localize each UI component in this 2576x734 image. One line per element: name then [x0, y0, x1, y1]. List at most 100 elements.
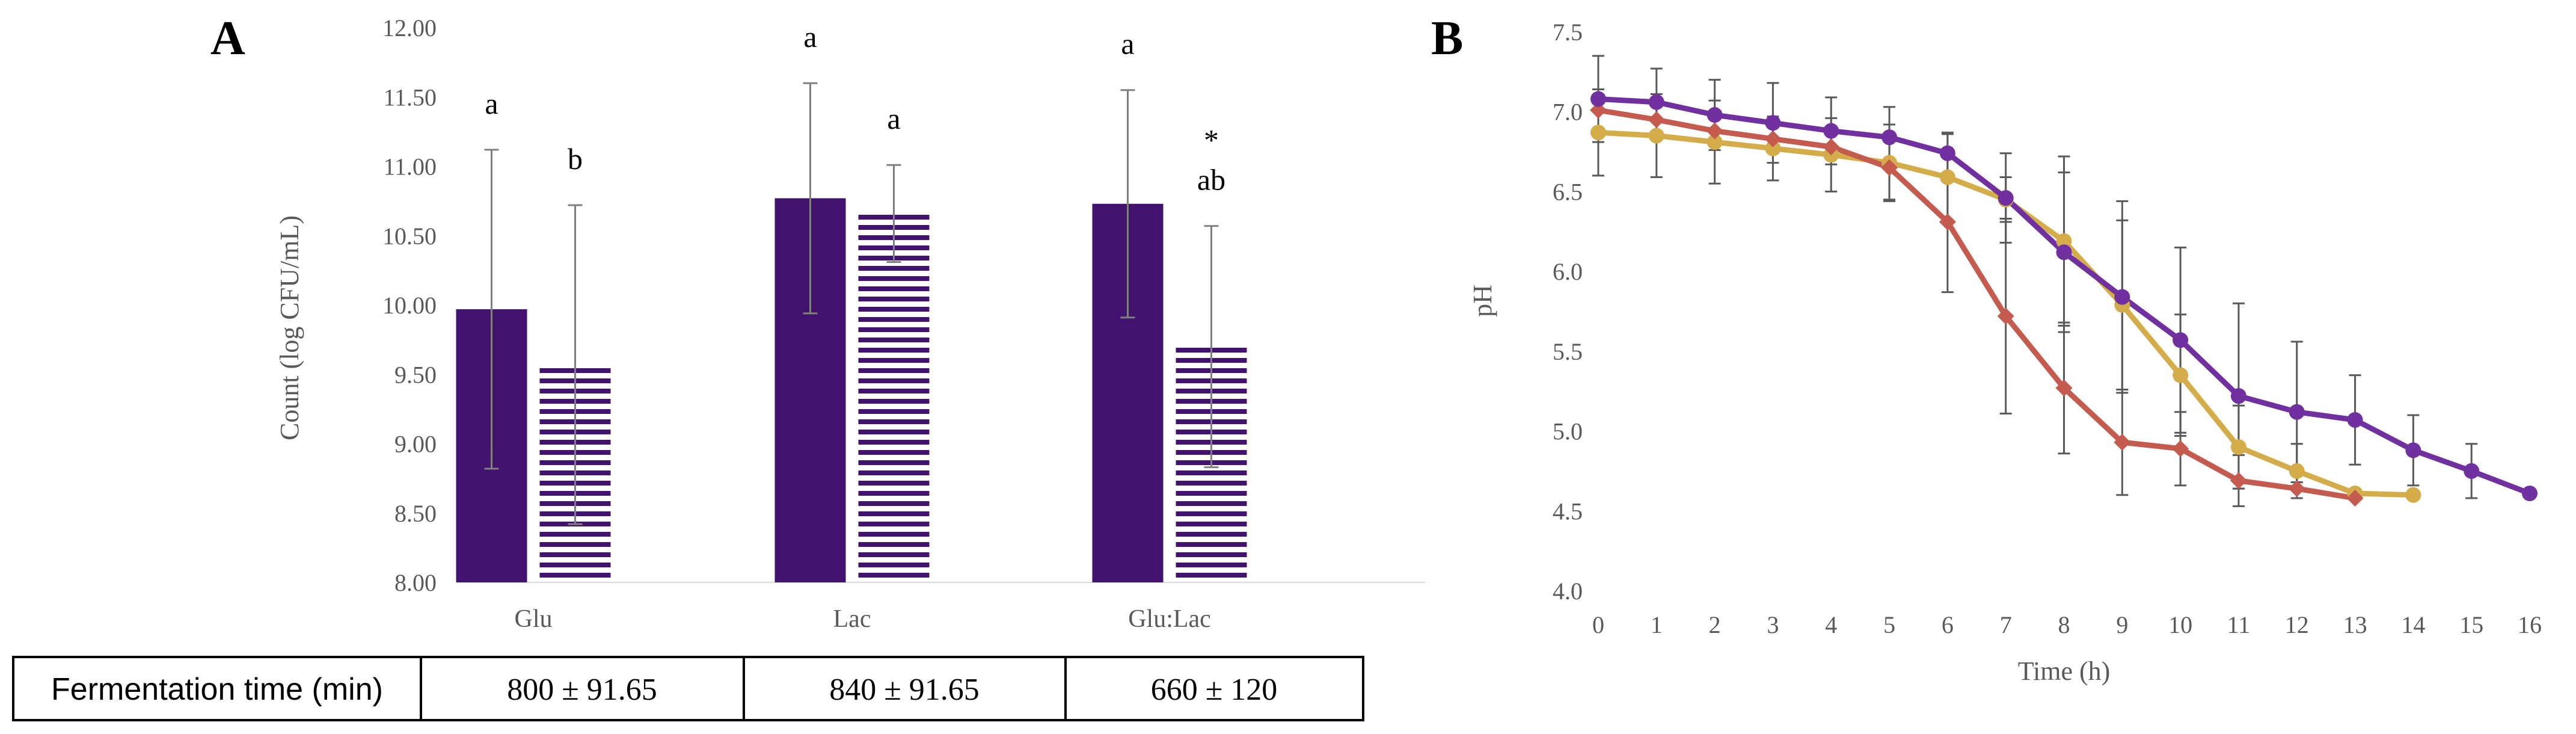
panel-b-x-tick-label: 16	[2518, 611, 2542, 638]
panel-b-x-tick-label: 2	[1709, 611, 1721, 638]
panel-a-y-tick-label: 11.50	[383, 84, 437, 111]
table-border	[12, 656, 1364, 721]
significance-label: a	[887, 102, 900, 135]
marker-gold	[2173, 367, 2189, 383]
marker-gold	[2405, 487, 2421, 503]
panel-letter-a: A	[210, 12, 245, 65]
panel-b-x-tick-label: 3	[1767, 611, 1779, 638]
marker-purple	[2405, 442, 2421, 458]
panel-b-y-tick-label: 5.5	[1553, 338, 1583, 365]
marker-red	[2172, 440, 2189, 457]
marker-red	[1997, 307, 2014, 325]
marker-gold	[2230, 439, 2246, 455]
marker-gold	[1648, 128, 1664, 144]
panel-a-y-axis-title: Count (log CFU/mL)	[275, 215, 304, 440]
panel-b-x-tick-label: 7	[2000, 611, 2012, 638]
marker-purple	[2347, 412, 2363, 428]
panel-b-x-tick-label: 14	[2401, 611, 2425, 638]
marker-purple	[1707, 107, 1723, 123]
panel-b-x-tick-label: 5	[1883, 611, 1895, 638]
panel-b-x-tick-label: 9	[2116, 611, 2128, 638]
marker-purple	[1881, 129, 1898, 146]
marker-gold	[1590, 125, 1606, 141]
panel-b-error-bars	[1592, 55, 2478, 507]
panel-b-y-tick-label: 4.0	[1553, 578, 1583, 605]
marker-red	[1881, 159, 1898, 176]
marker-gold	[2056, 233, 2072, 249]
panel-b-y-tick-label: 5.0	[1553, 418, 1583, 445]
panel-b-x-ticks: 0 1 2 3 4 5 6 7 8 9 10 11 12 13 14 15 16	[1592, 611, 2542, 638]
panel-letter-b: B	[1431, 12, 1463, 65]
marker-purple	[2056, 244, 2072, 261]
marker-red	[1648, 111, 1665, 128]
panel-b-x-axis-title: Time (h)	[2018, 656, 2111, 686]
panel-b-x-tick-label: 15	[2459, 611, 2483, 638]
significance-label: b	[568, 142, 583, 176]
marker-purple	[1823, 123, 1839, 139]
panel-a-y-tick-label: 8.00	[394, 569, 437, 596]
marker-red	[2346, 490, 2364, 507]
panel-a-y-tick-label: 9.50	[394, 361, 437, 388]
panel-b-y-ticks: 4.0 4.5 5.0 5.5 6.0 6.5 7.0 7.5	[1553, 19, 1583, 605]
fermentation-time-table: Fermentation time (min) 800 ± 91.65 840 …	[12, 656, 1364, 721]
panel-b-y-tick-label: 7.5	[1553, 19, 1583, 46]
marker-red	[1823, 138, 1840, 156]
panel-a-y-tick-label: 8.50	[394, 500, 437, 527]
marker-gold	[1707, 134, 1723, 150]
series-line-red	[1598, 107, 2356, 501]
panel-a-y-tick-label: 11.00	[383, 153, 437, 180]
marker-purple	[1765, 115, 1781, 131]
panel-a-y-ticks: 8.00 8.50 9.00 9.50 10.00 10.50 11.00 11.50 12.0…	[382, 14, 437, 596]
panel-b-markers	[1590, 91, 2538, 507]
table-cell-glu: 800 ± 91.65	[507, 673, 657, 707]
marker-purple	[2522, 486, 2538, 502]
panel-a-y-tick-label: 12.00	[382, 14, 437, 42]
bar-striped	[858, 213, 930, 582]
panel-a-y-tick-label: 10.00	[382, 292, 437, 319]
marker-purple	[1648, 94, 1664, 110]
significance-label: a	[803, 20, 817, 54]
panel-b-y-tick-label: 6.5	[1553, 178, 1583, 205]
marker-red	[1764, 130, 1782, 147]
panel-b-y-tick-label: 6.0	[1553, 258, 1583, 285]
marker-red	[1706, 122, 1723, 140]
panel-b-x-tick-label: 12	[2285, 611, 2309, 638]
category-label: Lac	[833, 605, 871, 633]
panel-b-x-tick-label: 6	[1942, 611, 1954, 638]
panel-b-x-tick-label: 10	[2168, 611, 2192, 638]
category-label: Glu:Lac	[1128, 605, 1211, 633]
panel-b-x-tick-label: 11	[2227, 611, 2251, 638]
marker-red	[2288, 480, 2305, 498]
marker-gold	[1939, 169, 1955, 185]
marker-purple	[1590, 91, 1606, 107]
panel-b-x-tick-label: 4	[1825, 611, 1837, 638]
panel-a-y-tick-label: 10.50	[382, 223, 437, 250]
panel-b-line-chart: B pH Time (h) 4.0 4.5 5.0 5.5 6.0 6.5 7.0 7.5 0…	[1431, 12, 2542, 686]
panel-a-category-labels: Glu Lac Glu:Lac	[515, 605, 1211, 633]
marker-gold	[2289, 463, 2305, 479]
marker-red	[1939, 213, 1956, 230]
panel-b-y-tick-label: 7.0	[1553, 99, 1583, 126]
significance-label: a	[485, 87, 498, 120]
panel-a-y-tick-label: 9.00	[394, 431, 437, 458]
marker-purple	[1939, 145, 1955, 161]
category-label: Glu	[515, 605, 553, 633]
panel-b-y-axis-title: pH	[1468, 285, 1497, 317]
marker-red	[1590, 102, 1607, 119]
marker-red	[2055, 379, 2073, 396]
marker-purple	[2173, 332, 2189, 348]
panel-b-y-tick-label: 4.5	[1553, 498, 1583, 525]
significance-label: ab	[1197, 163, 1225, 197]
marker-purple	[2230, 388, 2246, 404]
panel-b-x-tick-label: 1	[1651, 611, 1663, 638]
table-cell-lac: 840 ± 91.65	[829, 673, 980, 707]
table-header-cell: Fermentation time (min)	[51, 672, 383, 707]
table-cell-glu-lac: 660 ± 120	[1151, 673, 1278, 707]
panel-b-x-tick-label: 8	[2058, 611, 2070, 638]
panel-a-bar-chart: A Count (log CFU/mL) 8.00 8.50 9.00 9.50 10.…	[210, 12, 1425, 633]
marker-purple	[1998, 190, 2014, 206]
significance-label: a	[1121, 27, 1134, 61]
marker-red	[2230, 472, 2247, 489]
